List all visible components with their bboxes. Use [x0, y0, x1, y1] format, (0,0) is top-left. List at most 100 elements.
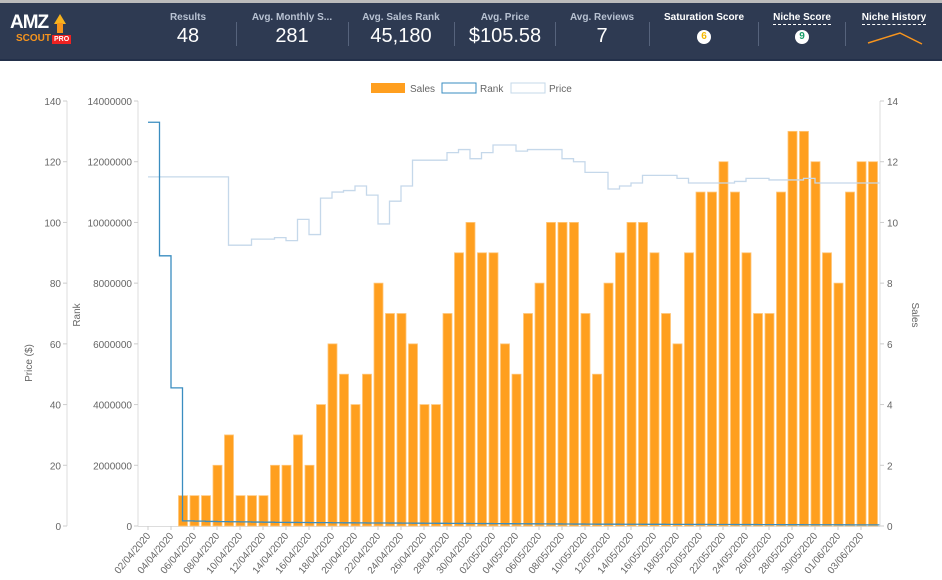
sales-bar: [304, 464, 315, 527]
sales-bar: [327, 343, 338, 527]
sales-bar: [764, 313, 775, 527]
legend-rank-label[interactable]: Rank: [480, 84, 504, 95]
sales-bar: [408, 343, 418, 527]
sales-bar: [695, 191, 706, 527]
price-axis-tick-label: 120: [44, 158, 61, 169]
sales-bar: [787, 130, 798, 527]
sales-bar: [281, 464, 292, 527]
rank-axis-tick-label: 14000000: [88, 97, 133, 108]
sales-bar: [753, 313, 763, 527]
metric-label: Avg. Reviews: [569, 12, 635, 23]
sales-bar: [488, 252, 499, 527]
sales-bar: [511, 373, 522, 527]
sales-bar: [523, 313, 533, 527]
sales-bar: [833, 282, 844, 527]
sales-bar: [569, 222, 579, 527]
divider: [845, 22, 846, 46]
sales-bar: [396, 313, 407, 527]
logo-amz: AMZ: [10, 12, 49, 33]
rank-axis-tick-label: 4000000: [93, 401, 132, 412]
sales-bar: [385, 313, 395, 527]
price-axis-tick-label: 140: [44, 97, 61, 108]
legend-sales-swatch[interactable]: [371, 83, 405, 93]
sales-axis-tick-label: 6: [887, 340, 893, 351]
metric-avg-monthly-sales: Avg. Monthly S... 281: [237, 3, 347, 59]
logo-arrow-stem-icon: [57, 23, 63, 33]
metric-value: 281: [275, 25, 309, 47]
rank-axis-tick-label: 8000000: [93, 279, 132, 290]
metric-results: Results 48: [140, 3, 236, 59]
rank-axis-tick-label: 0: [126, 522, 132, 533]
sales-bar: [638, 222, 648, 527]
metric-niche-history[interactable]: Niche History: [846, 3, 942, 59]
sales-bar: [270, 464, 280, 527]
sales-bar: [741, 252, 752, 527]
sales-bar: [661, 313, 671, 527]
price-axis-tick-label: 0: [55, 522, 61, 533]
sales-axis-tick-label: 10: [887, 218, 899, 229]
metric-saturation-score[interactable]: Saturation Score 6: [650, 3, 758, 59]
sales-bar: [362, 373, 372, 527]
sales-bar: [546, 222, 556, 527]
sales-axis-tick-label: 12: [887, 158, 899, 169]
metric-niche-score[interactable]: Niche Score 9: [759, 3, 845, 59]
sales-bar: [224, 434, 234, 527]
sales-bar: [822, 252, 832, 527]
rank-axis-tick-label: 2000000: [93, 461, 132, 472]
legend-rank-swatch[interactable]: [441, 82, 477, 94]
rank-axis-tick-label: 10000000: [88, 218, 133, 229]
sales-bar: [592, 373, 602, 527]
metric-value: 48: [176, 25, 200, 47]
sales-bar: [201, 495, 211, 527]
legend-price-swatch[interactable]: [510, 82, 546, 94]
sales-bar: [431, 404, 441, 527]
sales-axis-tick-label: 14: [887, 97, 899, 108]
sales-axis-title: Sales: [909, 302, 920, 327]
sales-bar: [707, 191, 717, 527]
price-axis-tick-label: 60: [50, 340, 62, 351]
sales-bar: [419, 404, 430, 527]
sales-axis-tick-label: 0: [887, 522, 893, 533]
sales-bar: [649, 252, 660, 527]
sales-bar: [672, 343, 683, 527]
sales-bar: [442, 313, 453, 527]
top-border: [0, 0, 942, 3]
header-bar: [0, 3, 942, 59]
metric-avg-reviews: Avg. Reviews 7: [556, 3, 648, 59]
sales-bar: [350, 404, 361, 527]
metric-label: Avg. Sales Rank: [362, 12, 440, 23]
niche-score-label: Niche Score: [773, 12, 831, 25]
price-axis-tick-label: 40: [50, 401, 62, 412]
sales-bar: [465, 222, 476, 527]
sales-bar: [247, 495, 257, 527]
niche-history-label: Niche History: [861, 12, 927, 25]
price-axis-tick-label: 80: [50, 279, 62, 290]
divider: [758, 22, 759, 46]
logo-scout: SCOUT: [16, 33, 51, 44]
sales-bar: [477, 252, 487, 527]
sales-bar: [718, 161, 729, 527]
sales-bar: [580, 313, 591, 527]
sales-bar: [603, 282, 614, 527]
rank-line: [148, 121, 880, 526]
sales-bar: [534, 282, 545, 527]
price-axis-tick-label: 20: [50, 461, 62, 472]
sales-bar: [845, 191, 855, 527]
amzscout-logo: AMZ SCOUT PRO: [10, 12, 76, 48]
sales-rank-price-chart: Sales Rank Price Price ($) Rank Sales 0 2…: [24, 82, 920, 576]
legend-price-label[interactable]: Price: [549, 84, 572, 95]
sales-bar: [615, 252, 625, 527]
sales-bar: [316, 404, 326, 527]
divider: [649, 22, 650, 46]
sales-bar: [776, 191, 786, 527]
sales-axis-tick-label: 4: [887, 401, 893, 412]
legend-sales-label[interactable]: Sales: [410, 84, 435, 95]
metric-value: 7: [596, 25, 608, 47]
metric-label: Avg. Price: [480, 12, 530, 23]
sales-bar: [810, 161, 821, 527]
rank-axis-tick-label: 12000000: [88, 158, 133, 169]
saturation-score-badge: 6: [697, 30, 711, 44]
metric-label: Saturation Score: [663, 12, 745, 23]
metric-value: 45,180: [370, 25, 432, 47]
sales-bar: [373, 282, 384, 527]
